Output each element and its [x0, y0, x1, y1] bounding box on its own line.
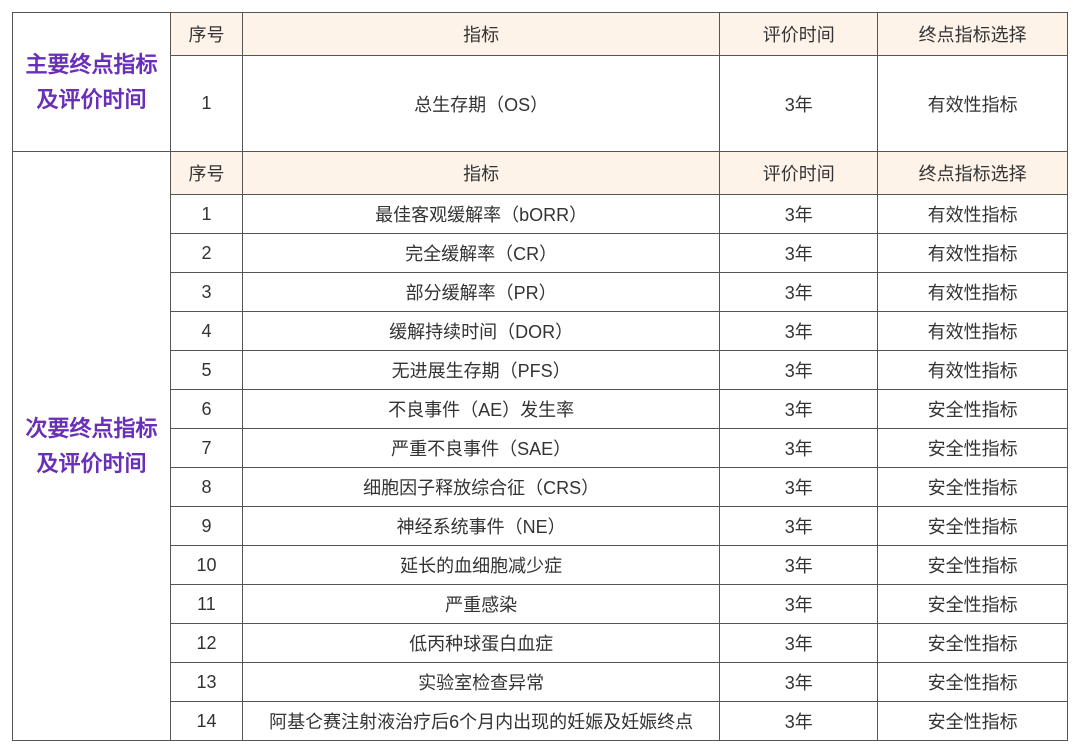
secondary-row: 10延长的血细胞减少症3年安全性指标: [13, 546, 1068, 585]
secondary-row-seq: 6: [170, 390, 242, 429]
primary-row: 1 总生存期（OS） 3年 有效性指标: [13, 56, 1068, 152]
endpoints-table: 主要终点指标 及评价时间 序号 指标 评价时间 终点指标选择 1 总生存期（OS…: [12, 12, 1068, 741]
secondary-row-indicator: 阿基仑赛注射液治疗后6个月内出现的妊娠及妊娠终点: [242, 702, 719, 741]
secondary-row-seq: 8: [170, 468, 242, 507]
secondary-row-indicator: 缓解持续时间（DOR）: [242, 312, 719, 351]
secondary-row-indicator: 低丙种球蛋白血症: [242, 624, 719, 663]
secondary-row-time: 3年: [720, 546, 878, 585]
primary-section-label: 主要终点指标 及评价时间: [13, 13, 171, 152]
secondary-row-time: 3年: [720, 351, 878, 390]
primary-row-time: 3年: [720, 56, 878, 152]
secondary-row-select: 有效性指标: [878, 351, 1068, 390]
secondary-row: 2完全缓解率（CR）3年有效性指标: [13, 234, 1068, 273]
primary-section-label-line2: 及评价时间: [36, 87, 146, 112]
secondary-row-select: 安全性指标: [878, 507, 1068, 546]
secondary-section-label-line2: 及评价时间: [36, 451, 146, 476]
secondary-row-indicator: 严重不良事件（SAE）: [242, 429, 719, 468]
secondary-header-row: 次要终点指标 及评价时间 序号 指标 评价时间 终点指标选择: [13, 152, 1068, 195]
secondary-row-select: 安全性指标: [878, 663, 1068, 702]
secondary-row-time: 3年: [720, 234, 878, 273]
primary-header-row: 主要终点指标 及评价时间 序号 指标 评价时间 终点指标选择: [13, 13, 1068, 56]
secondary-row: 1最佳客观缓解率（bORR）3年有效性指标: [13, 195, 1068, 234]
secondary-row-indicator: 不良事件（AE）发生率: [242, 390, 719, 429]
secondary-col-select: 终点指标选择: [878, 152, 1068, 195]
secondary-row-select: 有效性指标: [878, 234, 1068, 273]
secondary-row-select: 安全性指标: [878, 390, 1068, 429]
secondary-row: 5无进展生存期（PFS）3年有效性指标: [13, 351, 1068, 390]
secondary-row-indicator: 严重感染: [242, 585, 719, 624]
primary-row-select: 有效性指标: [878, 56, 1068, 152]
secondary-row-seq: 12: [170, 624, 242, 663]
secondary-row: 4缓解持续时间（DOR）3年有效性指标: [13, 312, 1068, 351]
primary-col-indicator: 指标: [242, 13, 719, 56]
secondary-row-select: 安全性指标: [878, 546, 1068, 585]
primary-row-indicator: 总生存期（OS）: [242, 56, 719, 152]
secondary-row-seq: 9: [170, 507, 242, 546]
secondary-row-time: 3年: [720, 195, 878, 234]
primary-col-seq: 序号: [170, 13, 242, 56]
secondary-row-time: 3年: [720, 429, 878, 468]
secondary-row-seq: 11: [170, 585, 242, 624]
secondary-row-seq: 1: [170, 195, 242, 234]
secondary-row-select: 有效性指标: [878, 312, 1068, 351]
secondary-row-indicator: 细胞因子释放综合征（CRS）: [242, 468, 719, 507]
secondary-row-time: 3年: [720, 273, 878, 312]
secondary-col-seq: 序号: [170, 152, 242, 195]
secondary-row-time: 3年: [720, 585, 878, 624]
secondary-row: 8细胞因子释放综合征（CRS）3年安全性指标: [13, 468, 1068, 507]
secondary-row-indicator: 完全缓解率（CR）: [242, 234, 719, 273]
secondary-row: 14阿基仑赛注射液治疗后6个月内出现的妊娠及妊娠终点3年安全性指标: [13, 702, 1068, 741]
secondary-row-select: 安全性指标: [878, 702, 1068, 741]
primary-section-label-line1: 主要终点指标: [25, 52, 157, 77]
secondary-row: 6不良事件（AE）发生率3年安全性指标: [13, 390, 1068, 429]
secondary-row-time: 3年: [720, 702, 878, 741]
secondary-row-indicator: 部分缓解率（PR）: [242, 273, 719, 312]
secondary-row-select: 安全性指标: [878, 468, 1068, 507]
secondary-row-seq: 13: [170, 663, 242, 702]
secondary-row-indicator: 神经系统事件（NE）: [242, 507, 719, 546]
secondary-row-select: 有效性指标: [878, 195, 1068, 234]
secondary-section-label-line1: 次要终点指标: [25, 416, 157, 441]
secondary-row-indicator: 最佳客观缓解率（bORR）: [242, 195, 719, 234]
secondary-row-seq: 7: [170, 429, 242, 468]
primary-col-select: 终点指标选择: [878, 13, 1068, 56]
secondary-row-select: 安全性指标: [878, 429, 1068, 468]
secondary-row: 9神经系统事件（NE）3年安全性指标: [13, 507, 1068, 546]
secondary-row-time: 3年: [720, 507, 878, 546]
secondary-row: 13实验室检查异常3年安全性指标: [13, 663, 1068, 702]
secondary-row-seq: 14: [170, 702, 242, 741]
secondary-row-indicator: 实验室检查异常: [242, 663, 719, 702]
secondary-row-select: 有效性指标: [878, 273, 1068, 312]
primary-col-time: 评价时间: [720, 13, 878, 56]
secondary-row-indicator: 延长的血细胞减少症: [242, 546, 719, 585]
secondary-row: 11严重感染3年安全性指标: [13, 585, 1068, 624]
secondary-row-time: 3年: [720, 624, 878, 663]
secondary-row: 3部分缓解率（PR）3年有效性指标: [13, 273, 1068, 312]
primary-row-seq: 1: [170, 56, 242, 152]
secondary-row-seq: 5: [170, 351, 242, 390]
secondary-row-time: 3年: [720, 468, 878, 507]
secondary-row: 7严重不良事件（SAE）3年安全性指标: [13, 429, 1068, 468]
secondary-row-time: 3年: [720, 663, 878, 702]
secondary-row-time: 3年: [720, 312, 878, 351]
secondary-row: 12低丙种球蛋白血症3年安全性指标: [13, 624, 1068, 663]
secondary-row-select: 安全性指标: [878, 624, 1068, 663]
secondary-col-indicator: 指标: [242, 152, 719, 195]
secondary-row-seq: 2: [170, 234, 242, 273]
secondary-row-seq: 3: [170, 273, 242, 312]
secondary-row-seq: 10: [170, 546, 242, 585]
secondary-section-label: 次要终点指标 及评价时间: [13, 152, 171, 741]
secondary-row-indicator: 无进展生存期（PFS）: [242, 351, 719, 390]
secondary-row-time: 3年: [720, 390, 878, 429]
secondary-row-select: 安全性指标: [878, 585, 1068, 624]
secondary-row-seq: 4: [170, 312, 242, 351]
secondary-col-time: 评价时间: [720, 152, 878, 195]
